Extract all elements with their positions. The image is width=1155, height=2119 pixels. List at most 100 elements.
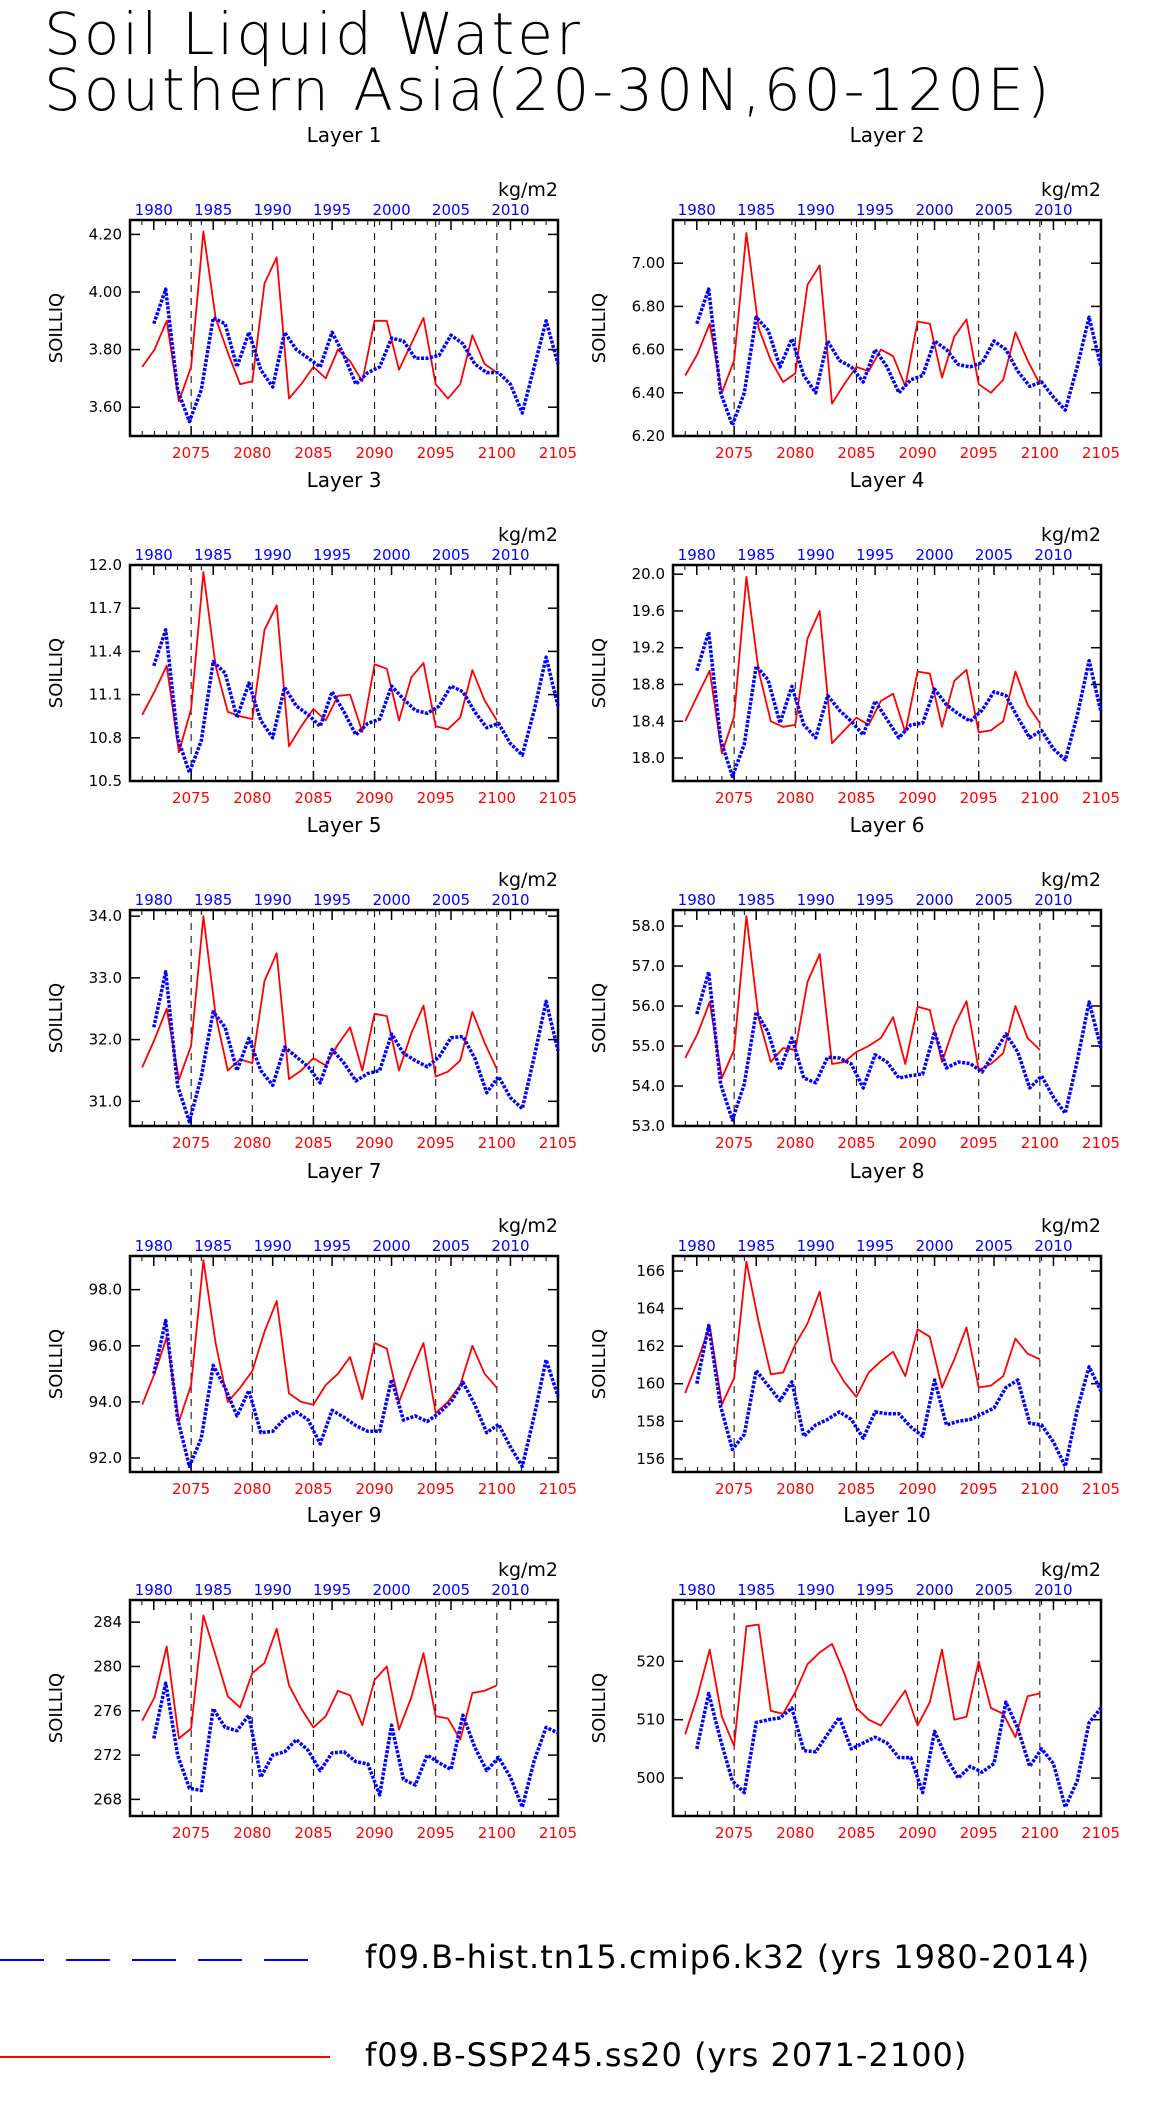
panel-7-title: Layer 7 — [307, 1159, 382, 1183]
panel-5-bottom-tick-label: 2085 — [294, 1134, 332, 1152]
panel-2-top-tick-label: 1995 — [856, 201, 894, 219]
panel-3-units: kg/m2 — [498, 524, 558, 546]
panel-9-y-tick-label: 276 — [93, 1702, 122, 1720]
panel-5-bottom-tick-label: 2105 — [539, 1134, 577, 1152]
panel-9-y-tick-label: 284 — [93, 1613, 122, 1631]
panel-7-bottom-tick-label: 2100 — [478, 1480, 516, 1498]
panel-3-y-tick-label: 10.5 — [89, 772, 122, 790]
panel-8-top-tick-label: 1990 — [797, 1237, 835, 1255]
panel-2-hist-line — [695, 287, 1103, 427]
panel-10-y-tick-label: 520 — [636, 1652, 665, 1670]
panel-3-hist-line — [152, 628, 560, 775]
panel-9-bottom-tick-label: 2100 — [478, 1824, 516, 1842]
panel-2-ylabel: SOILLIQ — [589, 293, 610, 363]
panel-5-y-tick-label: 31.0 — [89, 1092, 122, 1110]
panel-3-bottom-tick-label: 2100 — [478, 789, 516, 807]
panel-1-y-tick-label: 4.20 — [89, 225, 122, 243]
panel-1-ylabel: SOILLIQ — [46, 293, 67, 363]
panel-7-y-tick-label: 96.0 — [89, 1337, 122, 1355]
panel-8-title: Layer 8 — [850, 1159, 925, 1183]
panel-1-bottom-tick-label: 2075 — [172, 444, 210, 462]
panel-5-bottom-tick-label: 2095 — [417, 1134, 455, 1152]
panel-5-top-tick-label: 2005 — [432, 891, 470, 909]
panel-2-bottom-tick-label: 2080 — [776, 444, 814, 462]
panel-5-title: Layer 5 — [307, 813, 382, 837]
panel-9-top-tick-label: 2010 — [491, 1581, 529, 1599]
panel-4-bottom-tick-label: 2080 — [776, 789, 814, 807]
panel-10-top-tick-label: 1990 — [797, 1581, 835, 1599]
panel-2-title: Layer 2 — [850, 123, 925, 147]
panel-4-bottom-tick-label: 2105 — [1082, 789, 1120, 807]
panel-5-top-tick-label: 2010 — [491, 891, 529, 909]
panel-7-bottom-tick-label: 2090 — [355, 1480, 393, 1498]
panel-5-y-tick-label: 34.0 — [89, 907, 122, 925]
panel-5-hist-line — [152, 969, 560, 1124]
legend-label-ssp: f09.B-SSP245.ss20 (yrs 2071-2100) — [365, 2036, 968, 2074]
panel-4-top-tick-label: 2010 — [1034, 546, 1072, 564]
panel-6-bottom-tick-label: 2075 — [715, 1134, 753, 1152]
panel-1-units: kg/m2 — [498, 179, 558, 201]
panel-3-bottom-tick-label: 2090 — [355, 789, 393, 807]
panel-9-hist-line — [152, 1681, 559, 1809]
panel-3-title: Layer 3 — [307, 468, 382, 492]
panel-6-bottom-tick-label: 2095 — [960, 1134, 998, 1152]
panel-10-ssp-line — [684, 1623, 1041, 1747]
panel-2-bottom-tick-label: 2105 — [1082, 444, 1120, 462]
panel-3-bottom-tick-label: 2075 — [172, 789, 210, 807]
panel-4-ssp-line — [684, 576, 1041, 755]
panel-6-top-tick-label: 2005 — [975, 891, 1013, 909]
panel-8-ssp-line — [684, 1260, 1041, 1406]
panel-10-bottom-tick-label: 2105 — [1082, 1824, 1120, 1842]
panel-3-y-tick-label: 12.0 — [89, 556, 122, 574]
panel-3-top-tick-label: 2005 — [432, 546, 470, 564]
panel-8-y-tick-label: 158 — [636, 1412, 665, 1430]
panel-7-top-tick-label: 2005 — [432, 1237, 470, 1255]
panel-10-y-tick-label: 500 — [636, 1769, 665, 1787]
panel-4-y-tick-label: 18.4 — [632, 712, 665, 730]
panel-4-top-tick-label: 1995 — [856, 546, 894, 564]
panel-2-bottom-tick-label: 2100 — [1021, 444, 1059, 462]
panel-10-top-tick-label: 1995 — [856, 1581, 894, 1599]
panel-4-bottom-tick-label: 2090 — [898, 789, 936, 807]
panel-4-bottom-tick-label: 2085 — [837, 789, 875, 807]
panel-6-top-tick-label: 1990 — [797, 891, 835, 909]
panel-1-y-tick-label: 3.60 — [89, 398, 122, 416]
panel-3-top-tick-label: 1990 — [254, 546, 292, 564]
panel-9-top-tick-label: 1995 — [313, 1581, 351, 1599]
panel-8-plot-frame — [671, 1254, 1103, 1474]
panel-7-ssp-line — [141, 1259, 498, 1423]
panel-4-ylabel: SOILLIQ — [589, 638, 610, 708]
panel-10-bottom-tick-label: 2075 — [715, 1824, 753, 1842]
panel-3-ylabel: SOILLIQ — [46, 638, 67, 708]
panel-9-top-tick-label: 2005 — [432, 1581, 470, 1599]
panel-7-hist-line — [152, 1318, 560, 1469]
panel-9-bottom-tick-label: 2090 — [355, 1824, 393, 1842]
panel-1-title: Layer 1 — [307, 123, 382, 147]
panel-8-y-tick-label: 156 — [636, 1450, 665, 1468]
panel-4-top-tick-label: 1985 — [737, 546, 775, 564]
panel-1-top-tick-label: 2010 — [491, 201, 529, 219]
panel-8-top-tick-label: 2005 — [975, 1237, 1013, 1255]
panel-8-top-tick-label: 2010 — [1034, 1237, 1072, 1255]
panel-4-bottom-tick-label: 2075 — [715, 789, 753, 807]
panel-4-bottom-tick-label: 2095 — [960, 789, 998, 807]
panel-9-units: kg/m2 — [498, 1559, 558, 1581]
panel-9-bottom-tick-label: 2095 — [417, 1824, 455, 1842]
panel-7-top-tick-label: 1980 — [135, 1237, 173, 1255]
panel-4-top-tick-label: 2000 — [915, 546, 953, 564]
panel-8-y-tick-label: 160 — [636, 1375, 665, 1393]
panel-10-bottom-tick-label: 2090 — [898, 1824, 936, 1842]
panel-1-top-tick-label: 1980 — [135, 201, 173, 219]
panel-5-top-tick-label: 1995 — [313, 891, 351, 909]
panel-8-bottom-tick-label: 2100 — [1021, 1480, 1059, 1498]
panel-6-y-tick-label: 56.0 — [632, 997, 665, 1015]
panel-8-top-tick-label: 1995 — [856, 1237, 894, 1255]
panel-1-top-tick-label: 1995 — [313, 201, 351, 219]
panel-6-y-tick-label: 58.0 — [632, 917, 665, 935]
panel-6-y-tick-label: 55.0 — [632, 1037, 665, 1055]
panel-7-y-tick-label: 98.0 — [89, 1281, 122, 1299]
panel-9-bottom-tick-label: 2080 — [233, 1824, 271, 1842]
panel-5-y-tick-label: 33.0 — [89, 969, 122, 987]
panel-8-top-tick-label: 1985 — [737, 1237, 775, 1255]
panel-2-y-tick-label: 6.80 — [632, 297, 665, 315]
